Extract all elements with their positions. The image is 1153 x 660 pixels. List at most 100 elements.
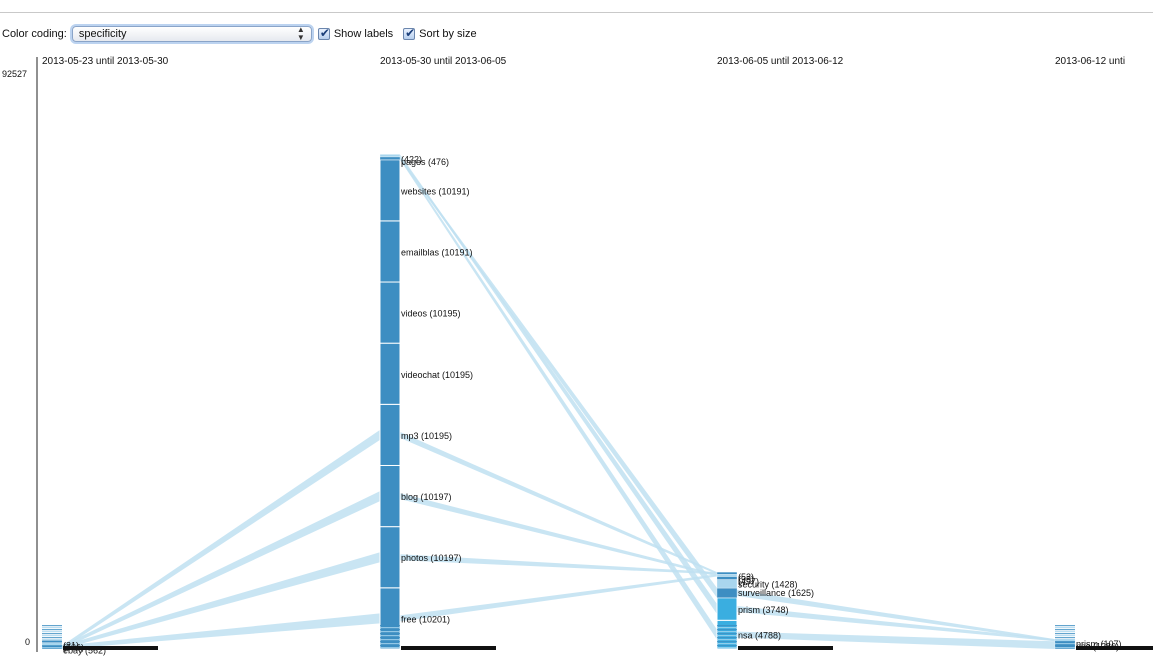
term-label: videochat (10195) xyxy=(401,370,473,380)
minor-term-bar xyxy=(42,647,62,649)
minor-term-bar xyxy=(380,635,400,637)
minor-term-bar xyxy=(1055,633,1075,635)
minor-term-bar xyxy=(380,647,400,649)
minor-term-bar xyxy=(42,625,62,627)
flow-band xyxy=(62,491,380,649)
minor-term-bar xyxy=(717,631,737,633)
term-bar xyxy=(716,587,738,598)
term-label: (497) xyxy=(738,577,759,587)
sort-by-size-checkbox[interactable] xyxy=(403,26,415,40)
term-bar xyxy=(379,464,401,528)
overlapping-labels-block xyxy=(63,646,158,650)
minor-term-bar xyxy=(42,641,62,643)
term-label: surveillance (1625) xyxy=(738,588,814,598)
column-period-label: 2013-06-05 until 2013-06-12 xyxy=(717,56,844,67)
term-label: blog (10197) xyxy=(401,492,452,502)
minor-term-bar xyxy=(380,629,400,631)
minor-term-bar xyxy=(380,643,400,645)
term-bar xyxy=(379,526,401,589)
term-bar xyxy=(379,220,401,283)
minor-term-bar xyxy=(42,637,62,639)
column-period-label: 2013-06-12 unti xyxy=(1055,56,1125,67)
flow-band xyxy=(400,493,717,577)
term-bar xyxy=(379,403,401,466)
minor-term-bar xyxy=(717,647,737,649)
term-label: photos (10197) xyxy=(401,553,462,563)
term-bar xyxy=(379,281,401,344)
minor-term-bar xyxy=(717,625,737,627)
term-label: prism (3748) xyxy=(738,605,789,615)
minor-term-bar xyxy=(717,645,737,647)
term-label: pages (476) xyxy=(401,157,449,167)
minor-term-bar xyxy=(42,627,62,629)
flow-band xyxy=(737,606,1055,642)
minor-term-bar xyxy=(380,633,400,635)
column-period-label: 2013-05-30 until 2013-06-05 xyxy=(380,56,507,67)
minor-term-bar xyxy=(717,637,737,639)
minor-term-bar xyxy=(380,645,400,647)
minor-term-bar xyxy=(1055,641,1075,643)
minor-term-bar xyxy=(42,635,62,637)
minor-term-bar xyxy=(1055,635,1075,637)
minor-term-bar xyxy=(1055,647,1075,649)
minor-term-bar xyxy=(1055,639,1075,641)
color-coding-label: Color coding: xyxy=(2,28,67,40)
overlapping-labels-block xyxy=(1076,646,1153,650)
flow-band xyxy=(737,631,1055,649)
minor-term-bar xyxy=(1055,627,1075,629)
minor-term-bar xyxy=(717,635,737,637)
term-bar xyxy=(379,154,401,158)
flow-band xyxy=(400,431,717,575)
flow-band xyxy=(62,429,380,649)
flow-band xyxy=(400,156,717,598)
show-labels-checkbox[interactable] xyxy=(317,26,330,40)
minor-term-bar xyxy=(42,639,62,641)
minor-term-bar xyxy=(380,631,400,633)
term-label: videos (10195) xyxy=(401,309,461,319)
minor-term-bar xyxy=(380,641,400,643)
term-label: ebay (562) xyxy=(63,646,106,656)
flow-band xyxy=(400,154,717,615)
term-bar xyxy=(716,576,738,580)
term-bar xyxy=(716,597,738,621)
overlapping-labels-block xyxy=(401,646,496,650)
flow-band xyxy=(400,574,717,622)
term-bar xyxy=(716,579,738,589)
minor-term-bar xyxy=(717,627,737,629)
minor-term-bar xyxy=(42,631,62,633)
minor-term-bar xyxy=(42,645,62,647)
term-label: (31) xyxy=(63,640,79,650)
flow-band xyxy=(400,156,717,640)
minor-term-bar xyxy=(717,643,737,645)
term-bar xyxy=(716,619,738,650)
minor-term-bar xyxy=(1055,643,1075,645)
minor-term-bar xyxy=(1055,645,1075,647)
minor-term-bar xyxy=(1055,637,1075,639)
term-bar xyxy=(379,159,401,222)
term-label: security (1428) xyxy=(738,579,798,589)
minor-term-bar xyxy=(380,625,400,627)
flow-chart: 92527 0 2013-05-23 until 2013-05-30 ebay (5… xyxy=(2,56,1153,656)
flow-band xyxy=(62,613,380,649)
minor-term-bar xyxy=(42,633,62,635)
minor-term-bar xyxy=(380,637,400,639)
term-bar xyxy=(716,574,738,577)
minor-term-bar xyxy=(717,641,737,643)
term-label: (95) xyxy=(738,574,754,584)
minor-term-bar xyxy=(1055,629,1075,631)
minor-term-bar xyxy=(380,639,400,641)
term-label: (422) xyxy=(401,154,422,164)
show-labels-label[interactable]: Show labels xyxy=(333,28,394,40)
color-coding-select[interactable]: specificity ▲ ▼ xyxy=(71,26,312,42)
term-bar xyxy=(379,342,401,405)
term-label: mp3 (10195) xyxy=(401,431,452,441)
term-label: free (10201) xyxy=(401,614,450,624)
minor-term-bar xyxy=(717,629,737,631)
term-bar xyxy=(716,571,738,575)
minor-term-bar xyxy=(717,633,737,635)
minor-term-bar xyxy=(42,629,62,631)
minor-term-bar xyxy=(717,639,737,641)
sort-by-size-label[interactable]: Sort by size xyxy=(419,28,477,40)
term-label: emailblas (10191) xyxy=(401,247,473,257)
minor-term-bar xyxy=(1055,631,1075,633)
